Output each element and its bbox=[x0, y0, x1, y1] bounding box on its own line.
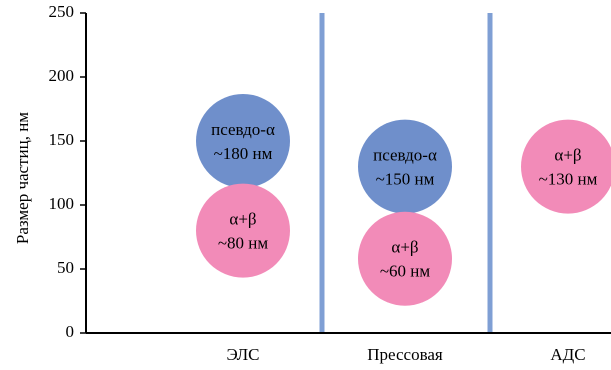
bubble-label-line: ~130 нм bbox=[539, 170, 598, 189]
bubble-circle bbox=[521, 119, 611, 214]
y-axis-label-group: Размер частиц, нм bbox=[13, 112, 32, 244]
category-separators bbox=[319, 13, 493, 333]
axes bbox=[85, 13, 611, 334]
bubble-label-line: α+β bbox=[229, 210, 256, 229]
bubble-4: α+β ~60 нм bbox=[358, 211, 452, 306]
bubble-circle bbox=[196, 183, 290, 278]
bubble-1: псевдо-α ~180 нм bbox=[196, 94, 290, 188]
bubble-5: α+β ~130 нм bbox=[521, 119, 611, 214]
category-label: АДС bbox=[550, 345, 585, 364]
bubble-circle bbox=[358, 119, 452, 214]
y-tick-label: 150 bbox=[49, 130, 75, 149]
y-tick-label: 200 bbox=[49, 66, 75, 85]
y-tick-label: 50 bbox=[57, 258, 74, 277]
y-tick-label: 250 bbox=[49, 2, 75, 21]
bubble-2: α+β ~80 нм bbox=[196, 183, 290, 278]
bubble-label-line: псевдо-α bbox=[211, 120, 275, 139]
bubble-label-line: ~180 нм bbox=[214, 144, 273, 163]
y-tick-label: 100 bbox=[49, 194, 75, 213]
category-label: Прессовая bbox=[367, 345, 443, 364]
bubble-3: псевдо-α ~150 нм bbox=[358, 119, 452, 214]
bubble-label-line: α+β bbox=[391, 238, 418, 257]
bubble-label-line: ~80 нм bbox=[218, 234, 269, 253]
category-label: ЭЛС bbox=[226, 345, 259, 364]
bubble-label-line: α+β bbox=[554, 146, 581, 165]
category-labels: ЭЛС Прессовая АДС bbox=[226, 345, 585, 364]
bubble-circle bbox=[196, 94, 290, 188]
y-tick-label: 0 bbox=[66, 322, 75, 341]
bubble-label-line: ~60 нм bbox=[380, 262, 431, 281]
bubble-circle bbox=[358, 211, 452, 306]
y-axis-label: Размер частиц, нм bbox=[13, 112, 32, 244]
y-ticks: 0 50 100 150 200 250 bbox=[49, 2, 86, 341]
bubble-label-line: ~150 нм bbox=[376, 170, 435, 189]
bubble-label-line: псевдо-α bbox=[373, 146, 437, 165]
bubbles: псевдо-α ~180 нм α+β ~80 нм псевдо-α ~150 нм α… bbox=[196, 94, 611, 306]
